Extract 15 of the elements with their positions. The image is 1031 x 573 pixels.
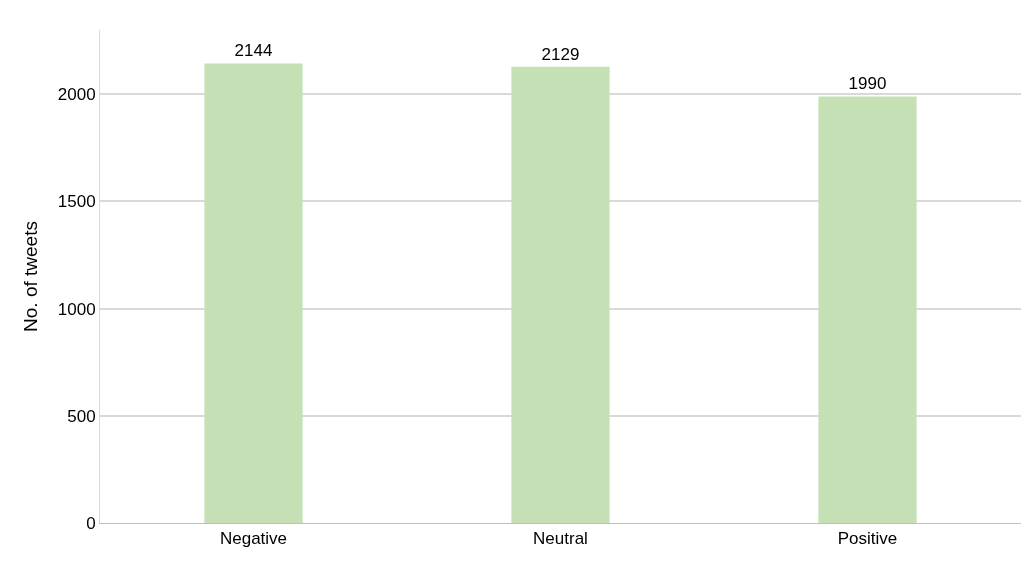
data-label: 2129: [541, 44, 580, 64]
y-axis-title: No. of tweets: [19, 221, 41, 332]
bar: [204, 63, 303, 523]
y-tick-label: 2000: [57, 85, 96, 105]
bar: [818, 96, 917, 523]
data-label: 1990: [848, 74, 887, 94]
y-tick-label: 1500: [57, 192, 96, 212]
y-tick-label: 1000: [57, 299, 96, 319]
y-tick-label: 0: [86, 513, 96, 533]
x-tick-label: Neutral: [533, 529, 588, 549]
bar: [511, 66, 610, 523]
x-tick-label: Negative: [219, 529, 288, 549]
x-tick-label: Positive: [837, 529, 898, 549]
y-tick-label: 500: [67, 406, 96, 426]
data-label: 2144: [234, 41, 273, 61]
